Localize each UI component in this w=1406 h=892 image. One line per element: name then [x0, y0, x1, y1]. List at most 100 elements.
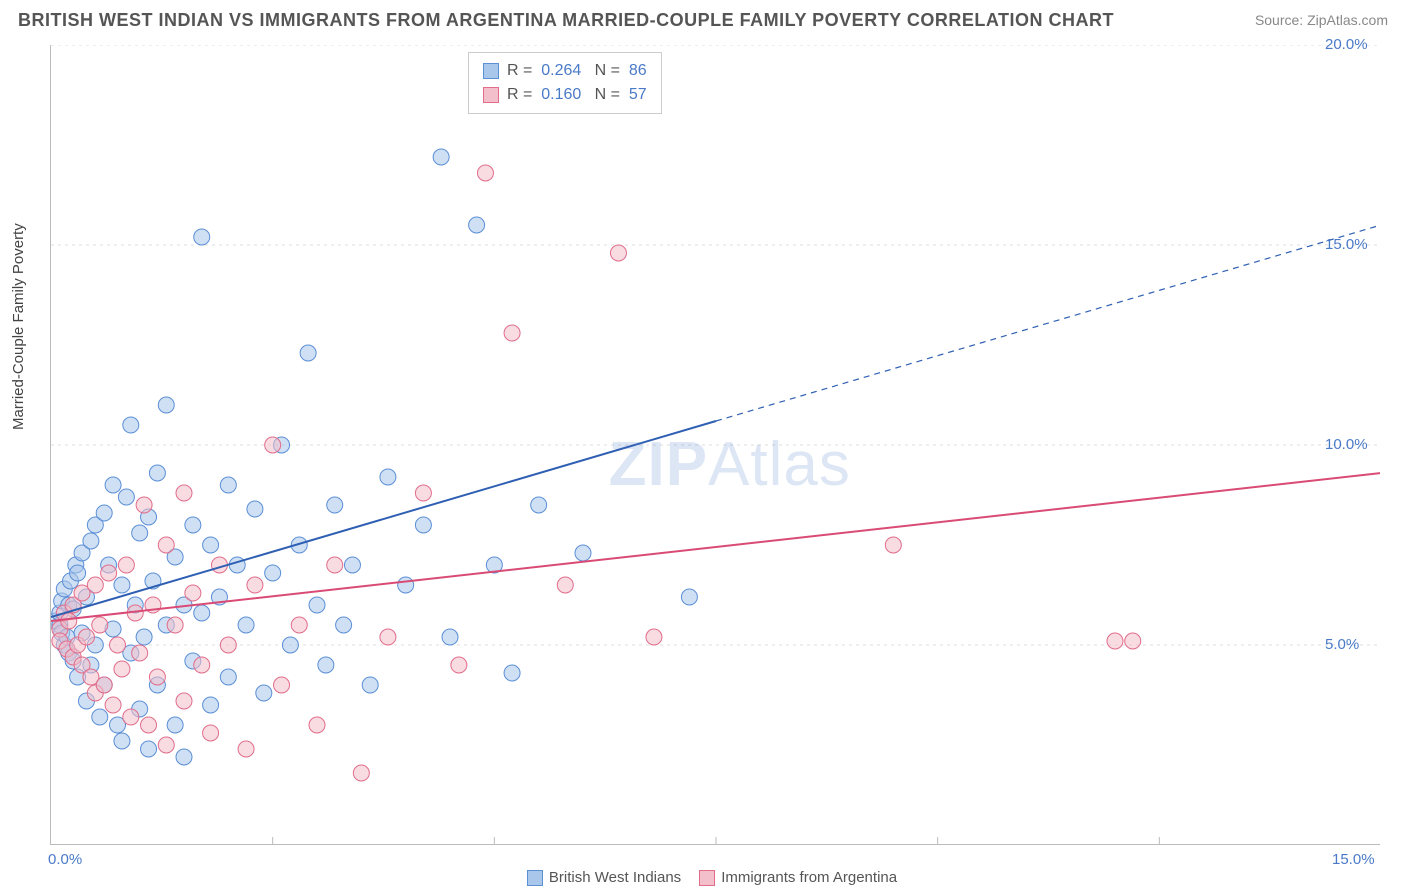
chart-title: BRITISH WEST INDIAN VS IMMIGRANTS FROM A…: [18, 10, 1114, 31]
axis-tick-label: 5.0%: [1325, 636, 1359, 653]
data-point: [185, 517, 201, 533]
data-point: [282, 637, 298, 653]
data-point: [344, 557, 360, 573]
data-point: [136, 497, 152, 513]
data-point: [114, 661, 130, 677]
data-point: [194, 605, 210, 621]
data-point: [265, 565, 281, 581]
data-point: [415, 517, 431, 533]
data-point: [203, 697, 219, 713]
data-point: [203, 725, 219, 741]
legend-label: British West Indians: [549, 869, 681, 886]
data-point: [380, 469, 396, 485]
data-point: [398, 577, 414, 593]
data-point: [575, 545, 591, 561]
data-point: [415, 485, 431, 501]
data-point: [220, 669, 236, 685]
legend-swatch: [527, 870, 543, 886]
data-point: [158, 737, 174, 753]
data-point: [194, 657, 210, 673]
data-point: [167, 717, 183, 733]
data-point: [504, 325, 520, 341]
data-point: [336, 617, 352, 633]
data-point: [229, 557, 245, 573]
data-point: [451, 657, 467, 673]
data-point: [220, 637, 236, 653]
data-point: [87, 577, 103, 593]
data-point: [123, 709, 139, 725]
legend-label: Immigrants from Argentina: [721, 869, 897, 886]
data-point: [118, 489, 134, 505]
data-point: [105, 477, 121, 493]
data-point: [167, 617, 183, 633]
data-point: [318, 657, 334, 673]
data-point: [176, 693, 192, 709]
axis-tick-label: 15.0%: [1332, 851, 1375, 868]
data-point: [123, 417, 139, 433]
data-point: [176, 485, 192, 501]
trend-line: [51, 473, 1380, 621]
data-point: [61, 613, 77, 629]
data-point: [885, 537, 901, 553]
data-point: [158, 537, 174, 553]
data-point: [136, 629, 152, 645]
data-point: [433, 149, 449, 165]
axis-tick-label: 10.0%: [1325, 436, 1368, 453]
data-point: [327, 497, 343, 513]
data-point: [247, 577, 263, 593]
data-point: [646, 629, 662, 645]
data-point: [477, 165, 493, 181]
data-point: [531, 497, 547, 513]
data-point: [220, 477, 236, 493]
axis-tick-label: 15.0%: [1325, 236, 1368, 253]
data-point: [247, 501, 263, 517]
data-point: [362, 677, 378, 693]
data-point: [557, 577, 573, 593]
data-point: [469, 217, 485, 233]
data-point: [238, 617, 254, 633]
data-point: [70, 565, 86, 581]
data-point: [83, 533, 99, 549]
data-point: [274, 677, 290, 693]
data-point: [380, 629, 396, 645]
trend-line-extrapolated: [716, 225, 1380, 421]
axis-tick-label: 0.0%: [48, 851, 82, 868]
data-point: [1125, 633, 1141, 649]
data-point: [92, 617, 108, 633]
correlation-legend: R = 0.264 N = 86R = 0.160 N = 57: [468, 52, 662, 114]
data-point: [185, 585, 201, 601]
data-point: [265, 437, 281, 453]
data-point: [681, 589, 697, 605]
data-point: [194, 229, 210, 245]
data-point: [176, 749, 192, 765]
scatter-plot: [50, 45, 1380, 845]
data-point: [238, 741, 254, 757]
data-point: [96, 677, 112, 693]
data-point: [132, 645, 148, 661]
y-axis-label: Married-Couple Family Poverty: [10, 223, 27, 430]
source-label: Source: ZipAtlas.com: [1255, 12, 1388, 28]
data-point: [300, 345, 316, 361]
data-point: [158, 397, 174, 413]
data-point: [256, 685, 272, 701]
data-point: [291, 617, 307, 633]
data-point: [114, 733, 130, 749]
legend-row: R = 0.160 N = 57: [483, 83, 647, 107]
data-point: [353, 765, 369, 781]
data-point: [149, 465, 165, 481]
data-point: [141, 741, 157, 757]
series-legend: British West Indians Immigrants from Arge…: [0, 869, 1406, 886]
data-point: [203, 537, 219, 553]
axis-tick-label: 20.0%: [1325, 36, 1368, 53]
data-point: [105, 697, 121, 713]
data-point: [96, 505, 112, 521]
data-point: [309, 597, 325, 613]
data-point: [327, 557, 343, 573]
data-point: [442, 629, 458, 645]
data-point: [78, 629, 94, 645]
data-point: [309, 717, 325, 733]
data-point: [504, 665, 520, 681]
data-point: [149, 669, 165, 685]
data-point: [1107, 633, 1123, 649]
data-point: [110, 637, 126, 653]
